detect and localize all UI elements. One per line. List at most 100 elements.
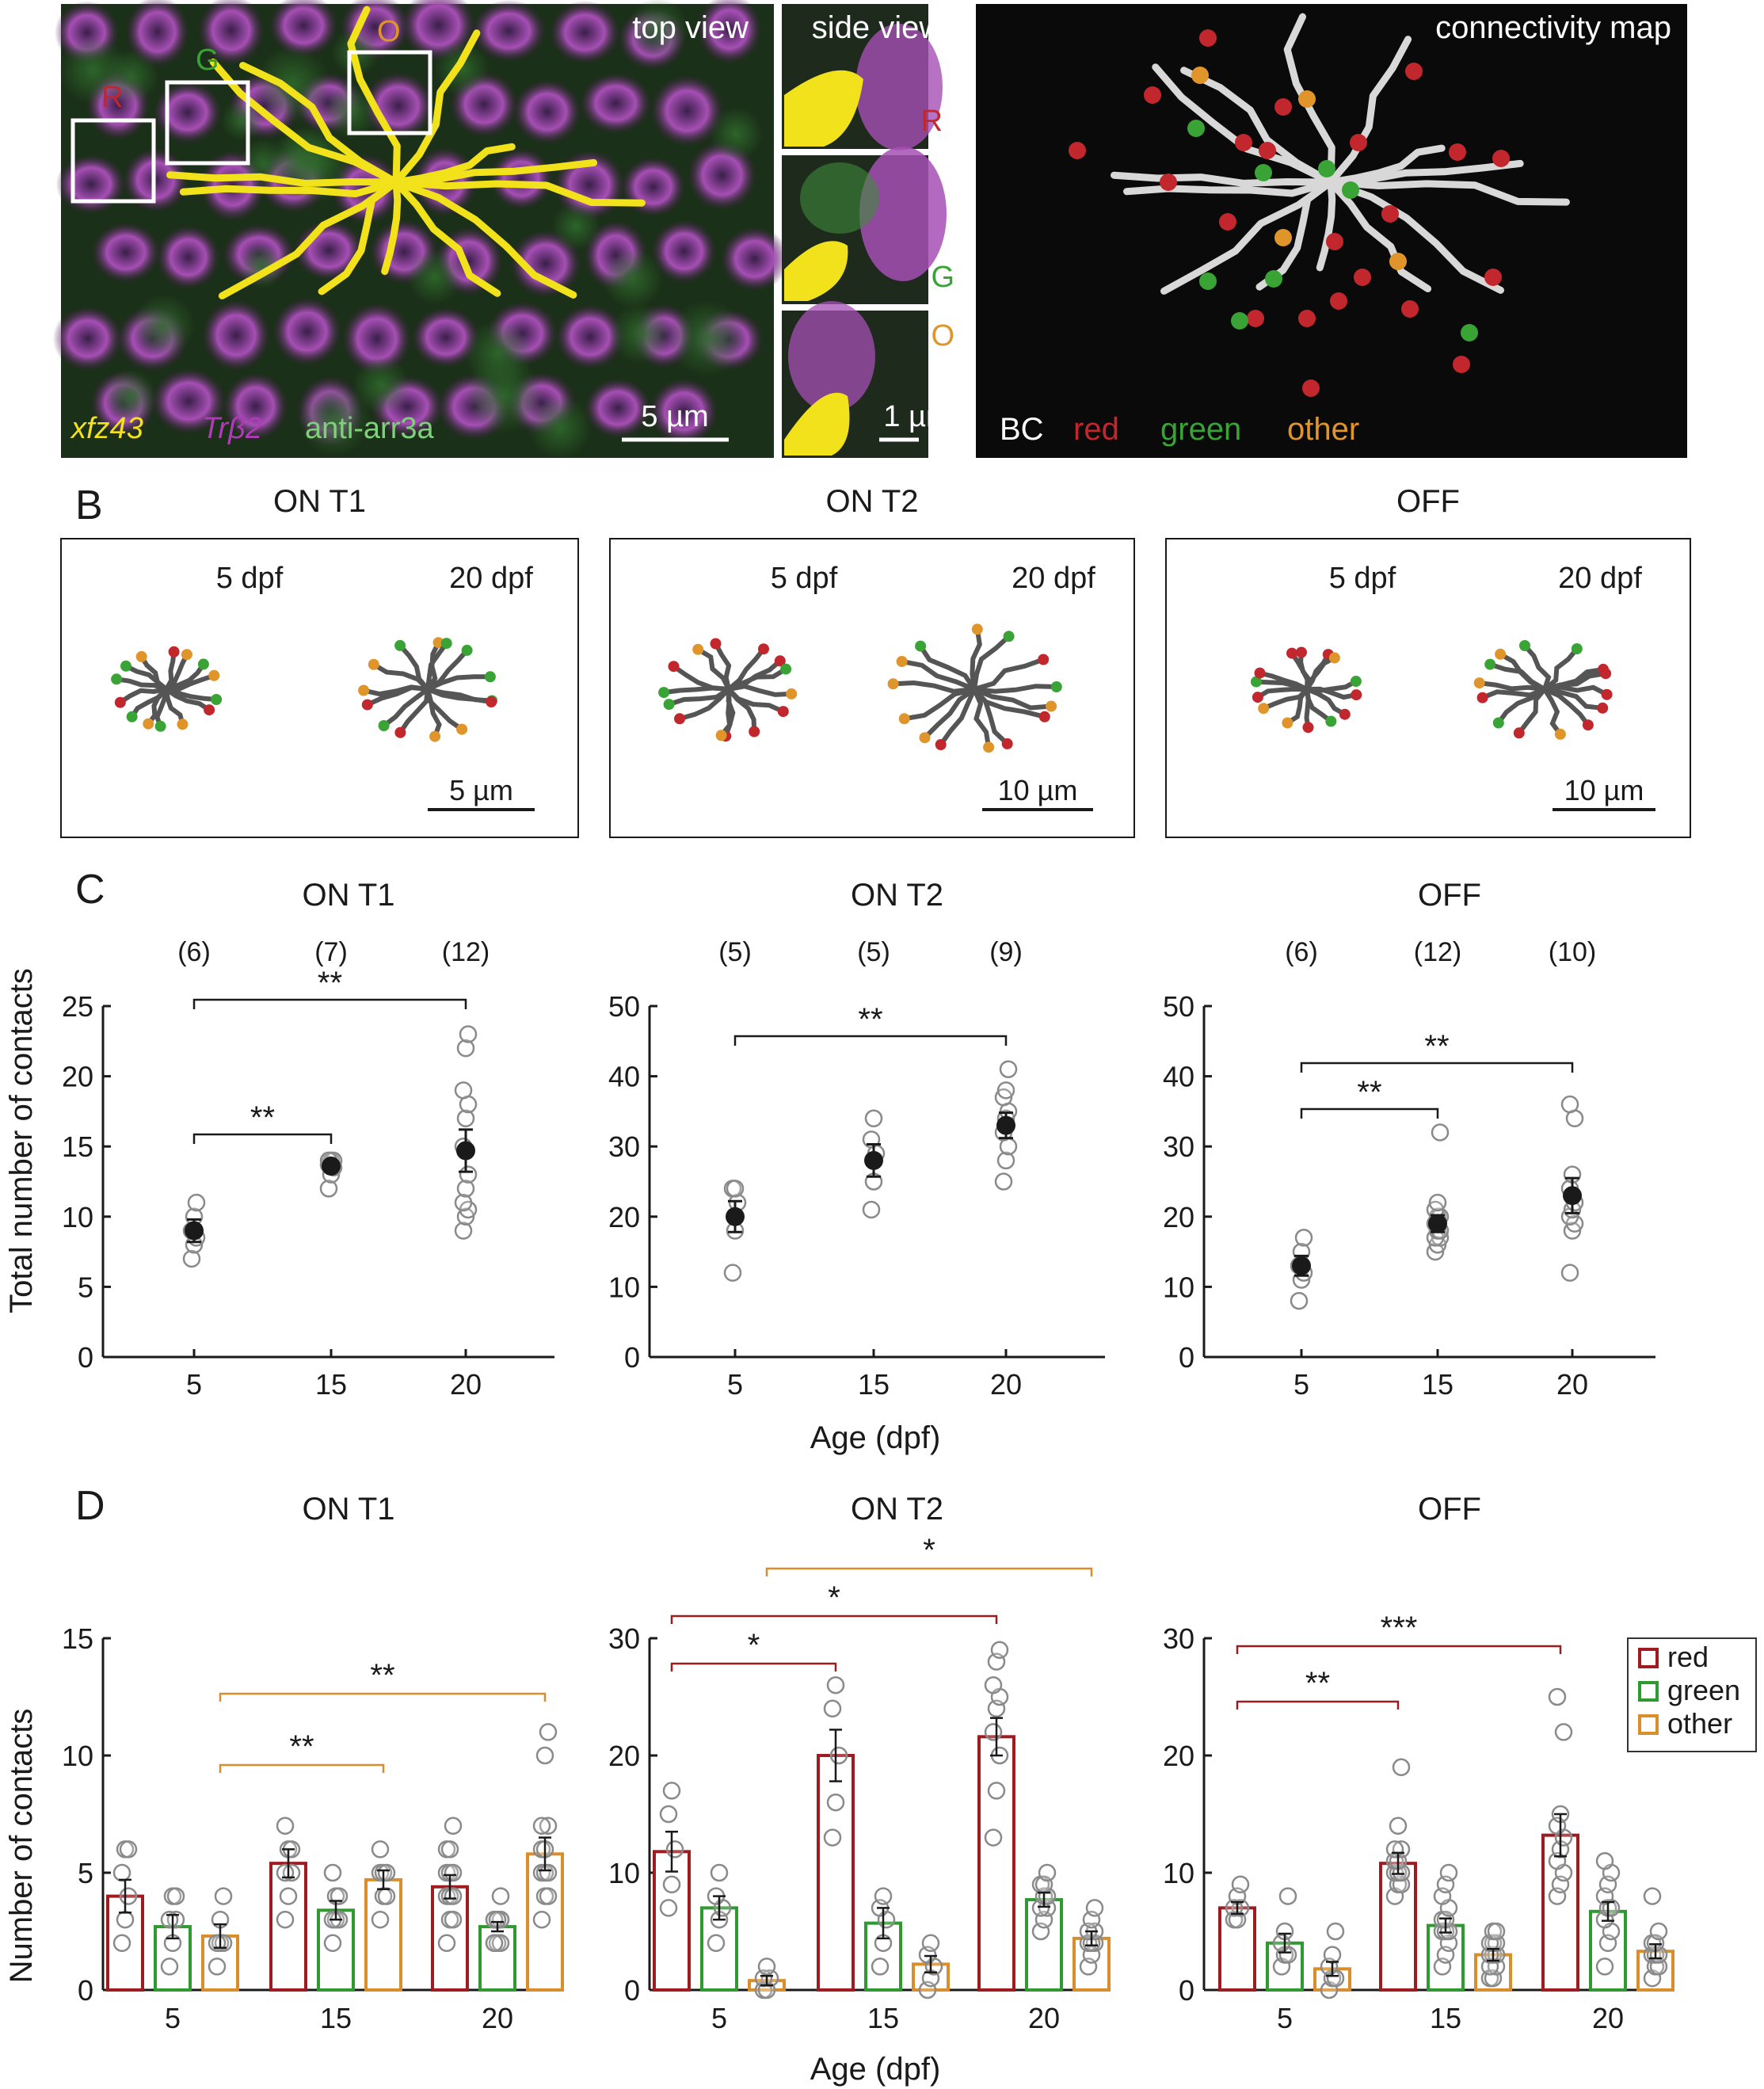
contact-red: [1274, 98, 1292, 116]
arrestin-signal: [407, 249, 463, 305]
contact-green: [915, 640, 927, 652]
arrestin-signal: [221, 99, 263, 141]
data-point: [535, 1746, 554, 1765]
chart-title: OFF: [1418, 1492, 1481, 1527]
data-point: [659, 1805, 678, 1824]
bc-dendrite-gray: [1257, 670, 1309, 692]
contact-green: [111, 673, 123, 685]
side-o-magenta: [788, 301, 875, 412]
contact-green: [126, 711, 138, 722]
data-point: [116, 1910, 135, 1929]
contact-red: [1286, 647, 1297, 659]
data-point: [710, 1863, 729, 1882]
bc-dendrite-gray: [1305, 679, 1358, 693]
arrestin-signal: [627, 0, 688, 59]
photoreceptor-cell: [651, 219, 718, 284]
contact-red: [1484, 269, 1502, 286]
contact-red: [1492, 150, 1510, 167]
contact-other: [971, 623, 983, 635]
contact-green: [1461, 324, 1478, 341]
connectivity-arbor: [1111, 13, 1570, 295]
side-r-yellow: [784, 70, 863, 147]
chart-title: ON T2: [851, 878, 943, 913]
contact-red: [1326, 233, 1343, 250]
bc-dendrite-gray: [1327, 178, 1432, 292]
y-tick-label: 10: [1163, 1271, 1194, 1303]
contact-other: [208, 669, 220, 681]
contact-other: [432, 637, 444, 649]
y-tick-label: 20: [608, 1740, 640, 1772]
y-tick-label: 0: [78, 1974, 93, 2007]
contact-red: [1247, 310, 1264, 327]
panel-d-xlabel: Age (dpf): [810, 2052, 941, 2087]
contact-other: [715, 730, 727, 741]
age-label-20: 20 dpf: [1012, 562, 1095, 595]
contact-red: [1252, 692, 1263, 703]
panel-d-ylabel: Number of contacts: [4, 1709, 39, 1984]
data-point: [1595, 1851, 1614, 1870]
data-point: [491, 1887, 510, 1905]
y-tick-label: 0: [1179, 1341, 1194, 1374]
data-point: [276, 1910, 295, 1929]
data-point: [874, 1887, 893, 1905]
arrestin-signal: [602, 248, 664, 310]
age-label-20: 20 dpf: [449, 562, 533, 595]
y-tick-label: 50: [1163, 990, 1194, 1023]
bc-dendrite-gray: [1542, 687, 1563, 737]
data-point: [319, 1180, 338, 1198]
significance-label: *: [748, 1628, 760, 1663]
data-point: [996, 1151, 1015, 1170]
legend-trb2: Trβ2: [202, 412, 262, 445]
bc-dendrite-gray: [1327, 36, 1412, 186]
bc-dendrite-gray: [899, 659, 977, 692]
bc-dendrite-gray: [1316, 178, 1336, 272]
bc-dendrite-gray: [972, 687, 1054, 711]
data-point: [707, 1934, 726, 1953]
x-tick-label: 5: [165, 2002, 181, 2034]
contact-green: [378, 720, 390, 731]
data-point: [160, 1957, 179, 1976]
n-label: (9): [989, 937, 1023, 967]
contact-red: [1513, 727, 1525, 739]
panel-b-label: B: [75, 482, 103, 528]
x-tick-label: 15: [1430, 2002, 1461, 2034]
connectivity-map-title: connectivity map: [1435, 10, 1671, 45]
x-tick-label: 20: [1028, 2002, 1060, 2034]
mean-point: [1563, 1186, 1582, 1206]
x-tick-label: 15: [1422, 1368, 1453, 1401]
photoreceptor-cell: [584, 377, 652, 439]
data-point: [182, 1249, 201, 1268]
contact-green: [1342, 181, 1359, 199]
contact-green: [1003, 631, 1015, 642]
data-point: [662, 1782, 681, 1800]
box-label-r: R: [101, 81, 123, 114]
data-point: [454, 1222, 473, 1240]
data-point: [279, 1887, 298, 1905]
bc-dendrite: [392, 178, 577, 299]
data-point: [112, 1863, 131, 1882]
contact-green: [1187, 120, 1205, 137]
panel-b-title: OFF: [1396, 484, 1460, 519]
age-label-5: 5 dpf: [771, 562, 838, 595]
y-tick-label: 20: [1163, 1201, 1194, 1233]
bc-dendrite-gray: [361, 684, 430, 697]
data-point: [214, 1887, 233, 1905]
mean-point: [1292, 1256, 1311, 1275]
significance-label: **: [858, 1002, 882, 1037]
data-point: [532, 1816, 551, 1835]
side-g-green: [800, 162, 879, 234]
contact-red: [1298, 310, 1316, 327]
y-tick-label: 15: [62, 1622, 93, 1655]
n-label: (5): [718, 937, 752, 967]
data-point: [119, 1887, 138, 1905]
bc-dendrite-gray: [398, 642, 430, 692]
bc-dendrite-gray: [922, 687, 977, 741]
data-point: [826, 1675, 845, 1694]
contact-red: [1339, 708, 1351, 720]
y-tick-label: 50: [608, 990, 640, 1023]
data-point: [1038, 1863, 1057, 1882]
data-point: [1428, 1193, 1447, 1212]
significance-bracket: [765, 1567, 1093, 1576]
bc-dendrite-gray: [1542, 646, 1579, 692]
contact-red: [361, 699, 373, 711]
